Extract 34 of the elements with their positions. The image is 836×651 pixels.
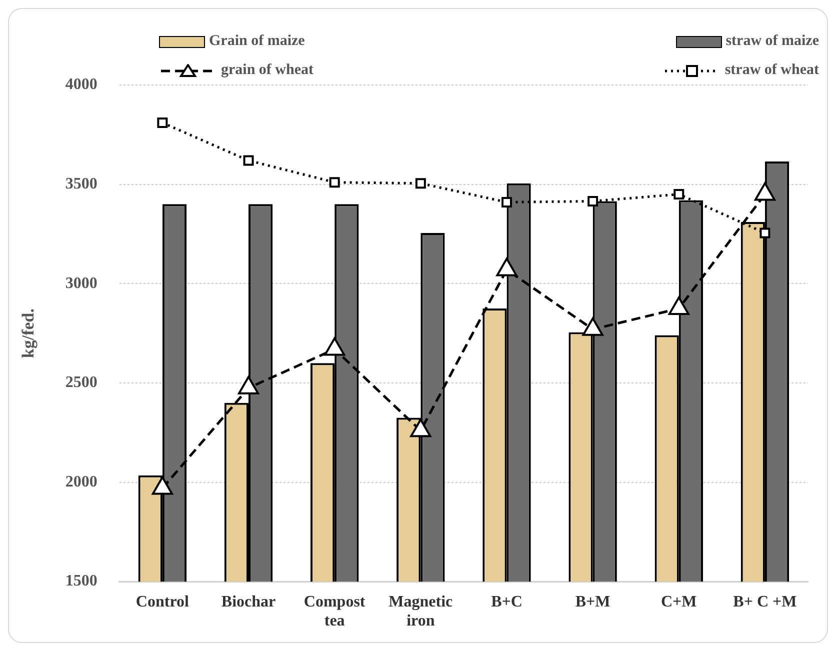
- y-tick-label: 2000: [65, 473, 98, 490]
- x-tick-label: B+C: [491, 593, 522, 610]
- point: [243, 155, 254, 166]
- point: [410, 418, 432, 438]
- y-tick-label: 1500: [65, 572, 98, 590]
- legend-label: grain of wheat: [221, 62, 314, 79]
- y-tick-label: 3500: [65, 175, 98, 192]
- point: [415, 178, 426, 189]
- point: [501, 196, 512, 208]
- point: [496, 258, 518, 276]
- point: [238, 376, 260, 394]
- y-tick-label: 4000: [65, 76, 98, 94]
- point: [329, 177, 340, 188]
- x-tick-label: Control: [136, 593, 190, 610]
- x-tick-label: Biochar: [221, 593, 276, 610]
- y-tick-label: 3000: [65, 274, 98, 292]
- y-tick-label: 2500: [65, 374, 98, 392]
- point: [674, 189, 684, 200]
- x-tick-label: B+M: [575, 593, 610, 610]
- point: [324, 337, 346, 356]
- point: [760, 228, 770, 238]
- point: [668, 296, 690, 315]
- point: [157, 118, 168, 128]
- y-axis-title: kg/fed.: [18, 308, 38, 358]
- x-tick-label: Magnetic iron: [388, 593, 453, 630]
- legend-label: Grain of maize: [209, 33, 305, 50]
- point: [582, 317, 604, 336]
- point: [152, 476, 173, 495]
- legend-label: straw of wheat: [724, 62, 819, 79]
- x-tick-label: B+ C +M: [733, 593, 797, 610]
- legend-label: straw of maize: [726, 33, 819, 50]
- x-tick-label: Compost tea: [304, 593, 366, 630]
- point: [588, 196, 598, 206]
- x-tick-label: C+M: [660, 593, 697, 610]
